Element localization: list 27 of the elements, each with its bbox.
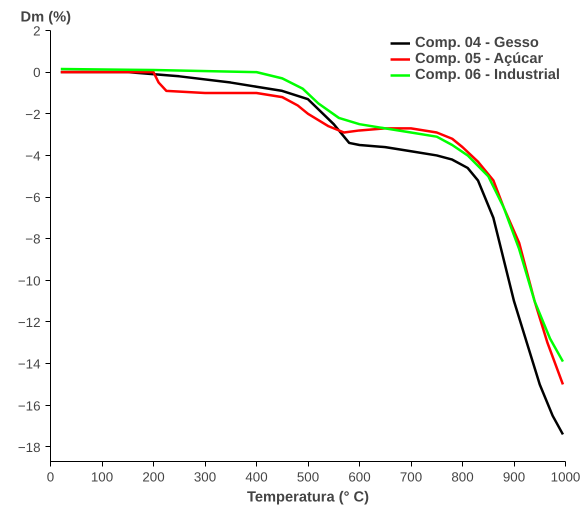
x-tick-label: 600 xyxy=(348,470,371,484)
x-tick-label: 200 xyxy=(142,470,165,484)
x-tick-label: 0 xyxy=(46,470,54,484)
y-tick-label: −14 xyxy=(18,356,42,372)
y-tick-label: −18 xyxy=(18,440,40,455)
y-tick-label: 0 xyxy=(33,65,41,80)
y-tick-label: −12 xyxy=(18,315,40,330)
x-tick-label: 300 xyxy=(194,470,216,484)
y-tick-label: −2 xyxy=(25,106,41,122)
y-tick-label: −6 xyxy=(25,190,41,206)
legend-label: Comp. 06 - Industrial xyxy=(415,67,560,83)
y-tick-label: −4 xyxy=(25,148,42,164)
legend-label: Comp. 04 - Gesso xyxy=(415,35,539,51)
x-tick-label: 400 xyxy=(245,470,268,484)
y-axis-title: Dm (%) xyxy=(20,10,72,26)
x-tick-label: 500 xyxy=(296,470,320,484)
x-tick-label: 800 xyxy=(451,470,474,484)
x-tick-label: 700 xyxy=(400,470,422,484)
x-tick-label: 1000 xyxy=(550,470,580,484)
x-axis-title: Temperatura (° C) xyxy=(246,490,370,506)
x-tick-label: 900 xyxy=(502,470,526,484)
y-tick-label: −8 xyxy=(25,232,41,247)
legend-label: Comp. 05 - Açúcar xyxy=(415,51,544,67)
y-tick-label: −10 xyxy=(18,273,40,288)
x-tick-label: 100 xyxy=(90,470,114,484)
y-tick-label: −16 xyxy=(18,398,40,414)
y-tick-label: 2 xyxy=(33,24,41,38)
